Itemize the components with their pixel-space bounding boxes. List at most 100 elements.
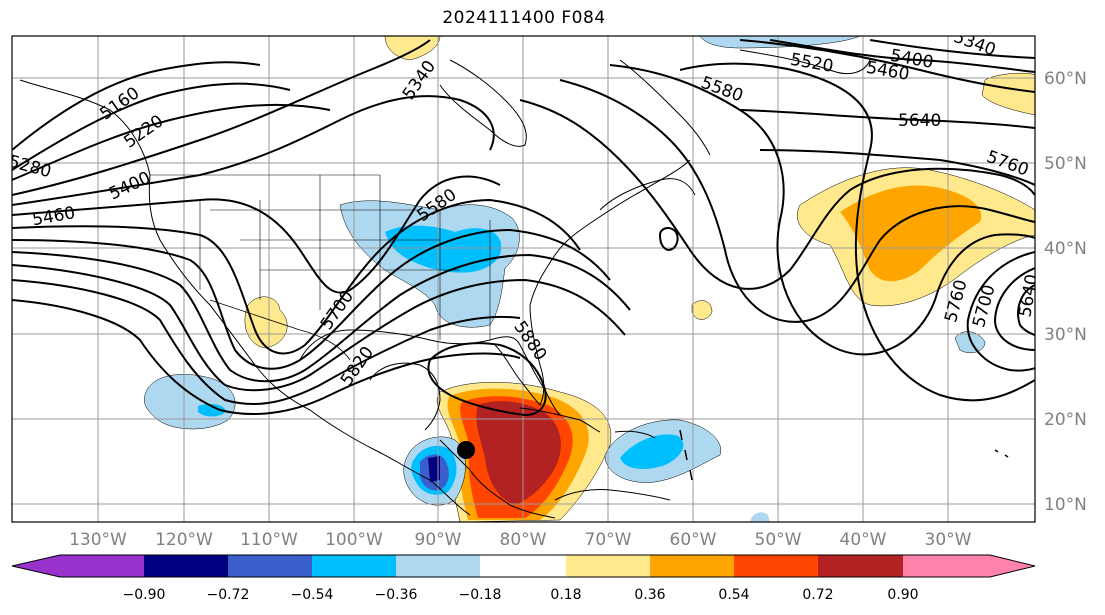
colorbar-segment xyxy=(144,555,228,577)
contour-atlantic-ridge-3 xyxy=(609,64,1035,356)
warm-anomaly-caribbean-darkred xyxy=(476,401,561,505)
canada-maritimes xyxy=(599,178,696,211)
colorbar-tick-label: 0.54 xyxy=(718,587,749,603)
contour-label: 5640 xyxy=(1015,273,1042,319)
contour-5880 xyxy=(427,342,547,417)
colorbar-outline xyxy=(11,554,1036,578)
colorbar-tick-label: −0.18 xyxy=(459,587,502,603)
contour-low-1 xyxy=(966,251,1035,372)
lon-label: 90°W xyxy=(415,530,462,550)
warm-anomaly-north-atlantic xyxy=(981,72,1035,116)
east-coast xyxy=(529,159,691,306)
contour-atlantic-ridge-2 xyxy=(559,79,1035,323)
cold-anomaly-central-america-core xyxy=(428,456,440,482)
contour-5400 xyxy=(12,95,495,206)
contour-5820 xyxy=(12,299,521,416)
lon-label: 130°W xyxy=(69,530,127,550)
colorbar-segment xyxy=(396,555,480,577)
colorbar-tick-label: −0.54 xyxy=(291,587,334,603)
contour-5580 xyxy=(12,228,611,370)
colorbar: −0.90 −0.72 −0.54 −0.36 −0.18 0.18 0.36 … xyxy=(11,554,1036,603)
yucatan xyxy=(369,362,441,431)
colorbar-segment xyxy=(228,555,312,577)
hudson-bay xyxy=(439,59,527,147)
warm-anomaly-atlantic-orange xyxy=(840,185,982,282)
map-title: 2024111400 F084 xyxy=(442,8,606,28)
colorbar-tick-label: 0.72 xyxy=(802,587,833,603)
contour-atlantic-trough-1 xyxy=(739,39,1035,93)
lat-label: 20°N xyxy=(1044,410,1087,430)
colorbar-segments xyxy=(12,555,1035,577)
contour-atlantic-ridge-4 xyxy=(679,62,1035,402)
contour-5460 xyxy=(12,175,501,294)
lon-label: 40°W xyxy=(840,530,887,550)
hispaniola xyxy=(614,430,656,439)
colorbar-tick-label: −0.72 xyxy=(207,587,250,603)
cold-anomaly-north-atlantic xyxy=(954,331,986,353)
contour-closed-low-canada xyxy=(658,227,679,252)
lon-label: 50°W xyxy=(755,530,802,550)
colorbar-extend-high xyxy=(990,555,1035,577)
contour-atlantic-ridge-1 xyxy=(519,99,1035,290)
colorbar-tick-label: 0.18 xyxy=(550,587,581,603)
contour-5640 xyxy=(12,251,631,383)
map-frame xyxy=(11,35,1036,523)
lon-label: 70°W xyxy=(585,530,632,550)
lon-label: 120°W xyxy=(155,530,213,550)
lon-label: 60°W xyxy=(670,530,717,550)
colorbar-segment xyxy=(903,555,990,577)
colorbar-segment xyxy=(818,555,903,577)
colorbar-ticks: −0.90 −0.72 −0.54 −0.36 −0.18 0.18 0.36 … xyxy=(123,587,919,603)
colorbar-tick-label: −0.90 xyxy=(123,587,166,603)
contour-low-3 xyxy=(1017,284,1035,336)
contour-5520 xyxy=(12,198,581,355)
contour-5340 xyxy=(12,39,431,196)
florida xyxy=(494,304,545,406)
contour-label: 5640 xyxy=(898,111,941,131)
storm-center-marker xyxy=(457,441,475,459)
cold-anomaly-pacific-deep xyxy=(198,404,226,417)
contour-atlantic-trough-3 xyxy=(869,39,1035,59)
contour-atlantic-trough-2 xyxy=(769,39,1035,73)
lon-label: 80°W xyxy=(500,530,547,550)
colorbar-extend-low xyxy=(12,555,60,577)
contour-5700 xyxy=(12,264,626,392)
colorbar-segment xyxy=(650,555,734,577)
central-america xyxy=(439,439,556,519)
contour-atlantic-5760 xyxy=(759,149,1035,186)
colorbar-tick-label: 0.90 xyxy=(887,587,918,603)
lesser-antilles xyxy=(679,429,1009,481)
contour-5760 xyxy=(12,279,521,406)
colorbar-tick-label: −0.36 xyxy=(375,587,418,603)
cold-anomaly-east-caribbean-deep xyxy=(620,434,684,470)
contour-5220 xyxy=(12,82,291,171)
lat-label: 60°N xyxy=(1044,69,1087,89)
lat-label: 50°N xyxy=(1044,154,1087,174)
colorbar-segment xyxy=(734,555,818,577)
greenland xyxy=(739,49,871,75)
contour-5280 xyxy=(12,103,331,181)
height-contours xyxy=(12,39,1035,417)
colorbar-tick-label: 0.36 xyxy=(634,587,665,603)
south-america-north xyxy=(554,489,671,501)
labrador xyxy=(619,59,711,156)
longitude-labels: 130°W 120°W 110°W 100°W 90°W 80°W 70°W 6… xyxy=(69,530,972,550)
colorbar-segment xyxy=(566,555,650,577)
colorbar-segment xyxy=(312,555,396,577)
cold-anomaly-bottom xyxy=(750,512,770,522)
contour-low-2 xyxy=(993,267,1035,351)
warm-anomaly-small xyxy=(691,300,713,320)
cuba xyxy=(519,407,601,433)
colorbar-segment xyxy=(480,555,566,577)
latitude-labels: 60°N 50°N 40°N 30°N 20°N 10°N xyxy=(1044,69,1087,515)
lon-label: 100°W xyxy=(325,530,383,550)
contour-atlantic-5640 xyxy=(739,109,1035,129)
cold-anomaly-eastern-us-deep xyxy=(385,225,502,273)
lat-label: 10°N xyxy=(1044,495,1087,515)
colorbar-segment xyxy=(60,555,144,577)
contour-5160 xyxy=(12,61,261,151)
lat-label: 40°N xyxy=(1044,239,1087,259)
graticule xyxy=(12,36,1035,522)
lon-label: 30°W xyxy=(925,530,972,550)
